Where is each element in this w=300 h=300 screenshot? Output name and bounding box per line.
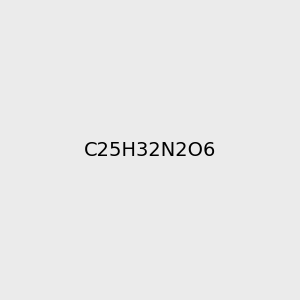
Text: C25H32N2O6: C25H32N2O6 bbox=[84, 140, 216, 160]
